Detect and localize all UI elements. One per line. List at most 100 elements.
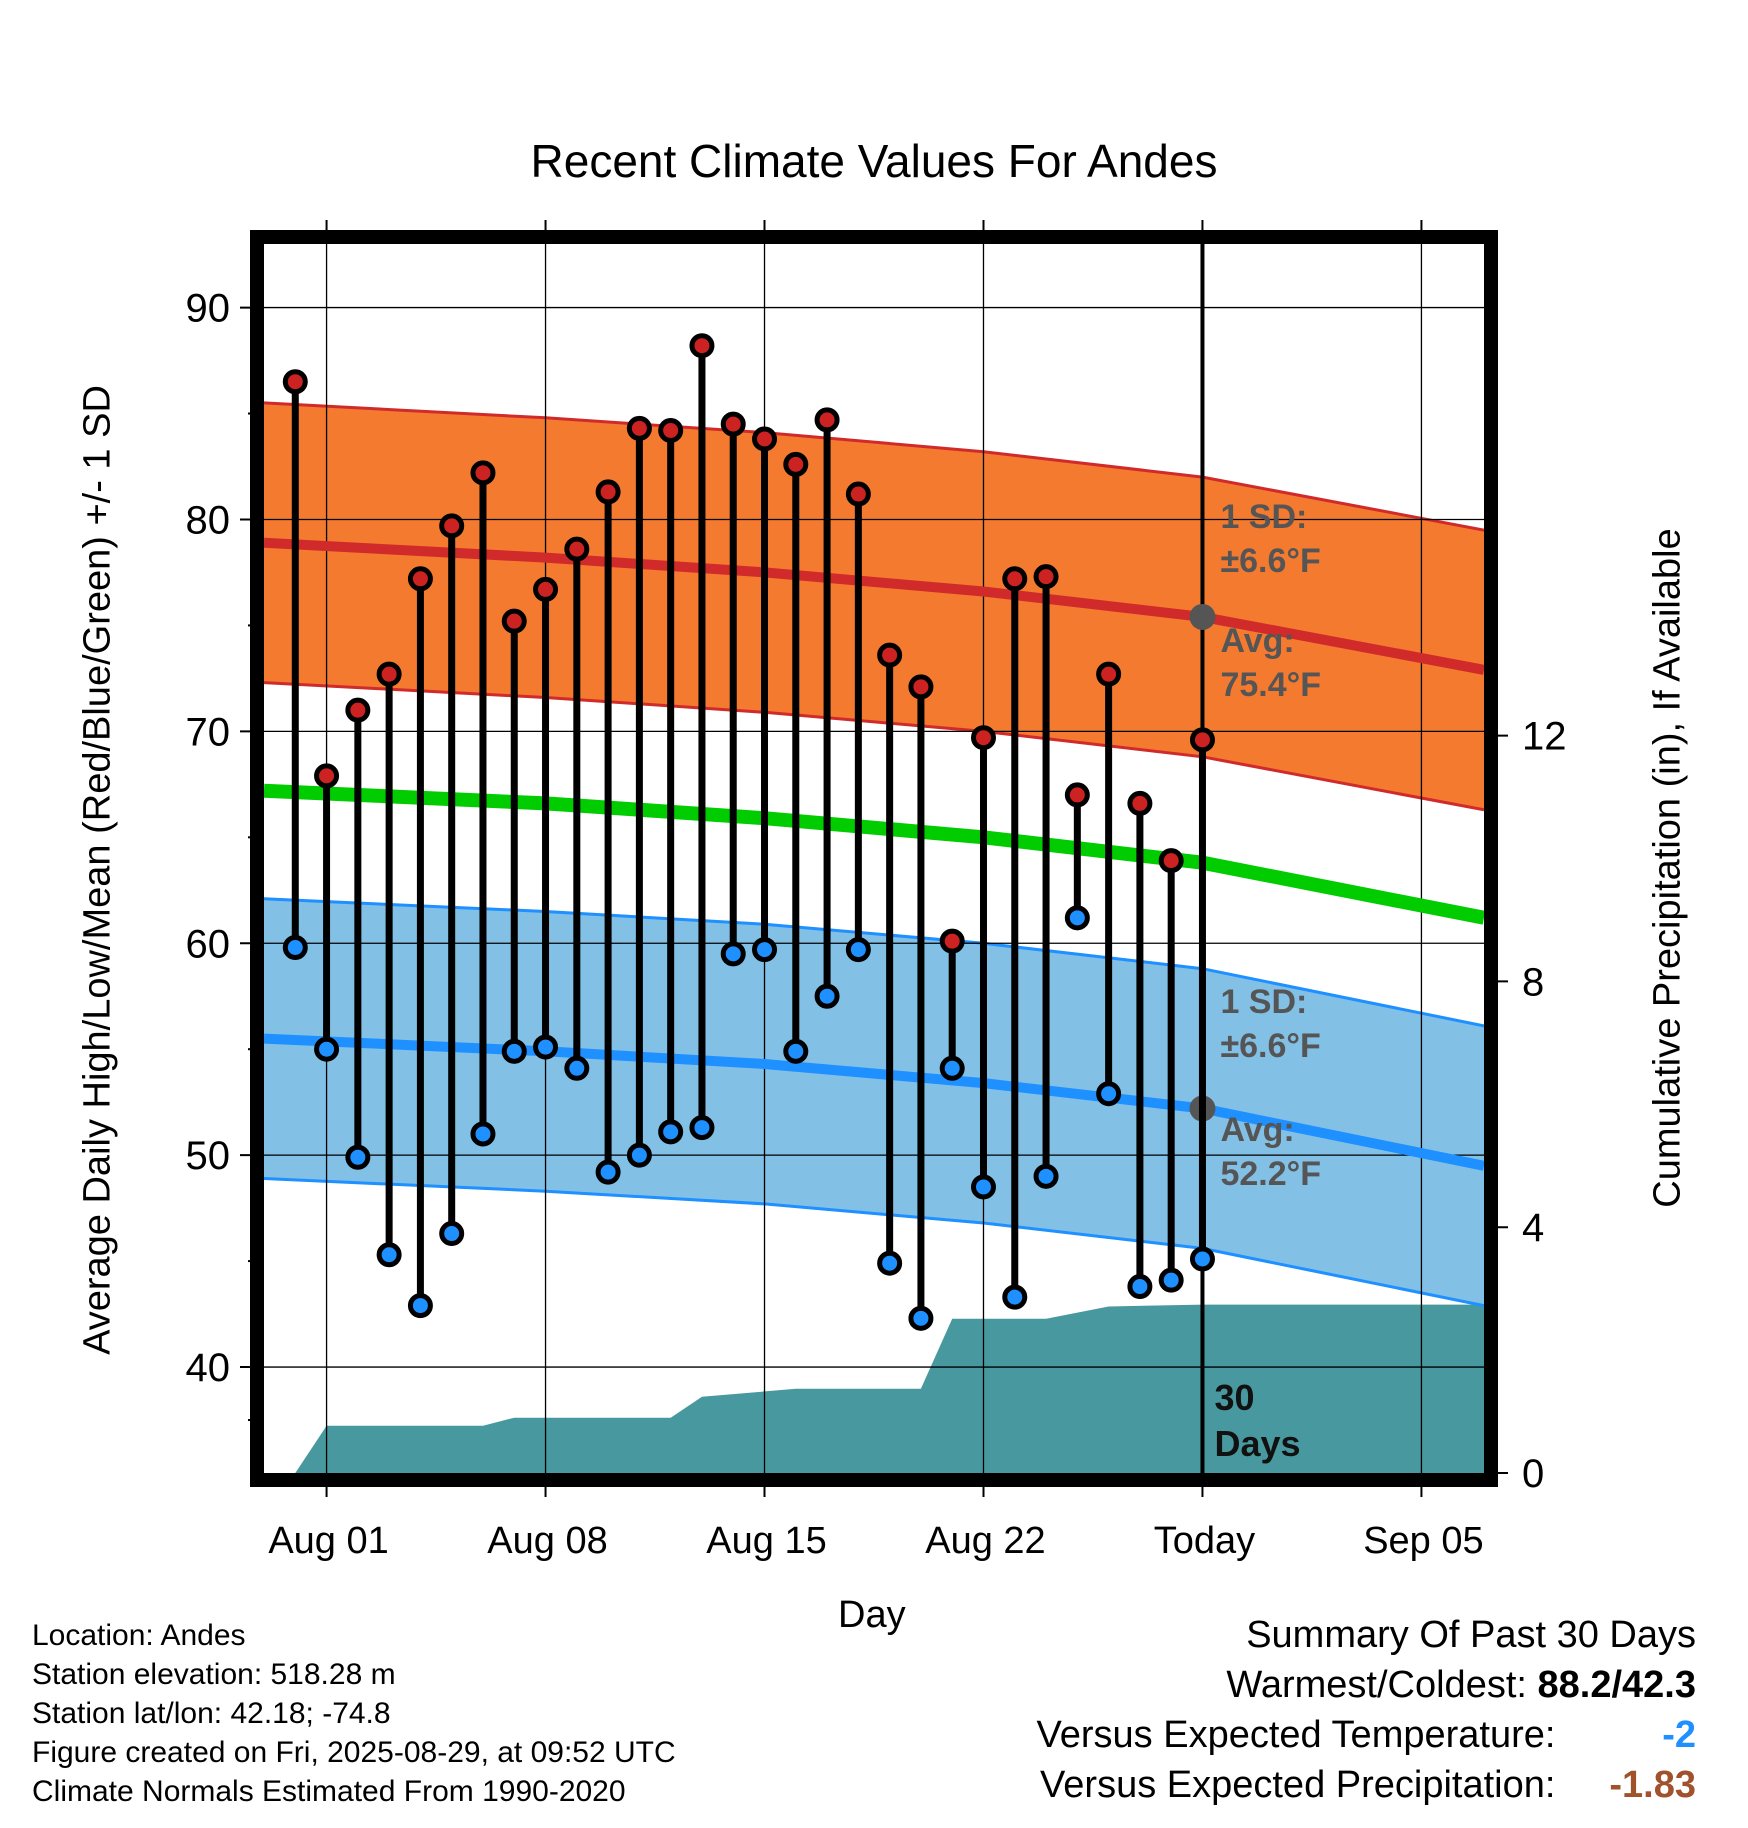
plot-area bbox=[264, 244, 1484, 1473]
daily-low-point bbox=[1033, 1163, 1059, 1189]
daily-high-point bbox=[533, 576, 559, 602]
daily-low-point bbox=[1189, 1246, 1215, 1272]
mean-normal-line bbox=[264, 783, 1484, 925]
plot-frame bbox=[250, 230, 1498, 1487]
summary-panel: Summary Of Past 30 Days Warmest/Coldest:… bbox=[1037, 1610, 1696, 1810]
precip-value: -1.83 bbox=[1609, 1764, 1696, 1806]
daily-high-point bbox=[689, 333, 715, 359]
daily-high-point bbox=[939, 928, 965, 954]
daily-high-point bbox=[626, 415, 652, 441]
daily-high-point bbox=[314, 763, 340, 789]
summary-warm-cold: Warmest/Coldest: 88.2/42.3 bbox=[1037, 1660, 1696, 1710]
daily-high-point bbox=[595, 479, 621, 505]
daily-high-point bbox=[282, 369, 308, 395]
daily-high-point bbox=[501, 608, 527, 634]
daily-high-point bbox=[877, 642, 903, 668]
daily-low-point bbox=[814, 983, 840, 1009]
daily-low-point bbox=[1158, 1267, 1184, 1293]
daily-low-point bbox=[752, 937, 778, 963]
x-tick-label: Aug 15 bbox=[706, 1520, 826, 1562]
low-sd-band bbox=[264, 898, 1484, 1306]
daily-high-point bbox=[1002, 566, 1028, 592]
y2-tick-label: 0 bbox=[1522, 1452, 1544, 1496]
high-avg-label: Avg: bbox=[1220, 622, 1294, 660]
daily-low-point bbox=[689, 1115, 715, 1141]
daily-low-point bbox=[314, 1036, 340, 1062]
y-axis-label: Average Daily High/Low/Mean (Red/Blue/Gr… bbox=[76, 385, 119, 1355]
warm-cold-label: Warmest/Coldest: bbox=[1226, 1664, 1527, 1706]
daily-low-point bbox=[376, 1242, 402, 1268]
y2-tick-label: 12 bbox=[1522, 715, 1567, 759]
precip-area bbox=[295, 1304, 1484, 1473]
low-sd-label: 1 SD: bbox=[1220, 983, 1307, 1021]
low-sd-band-lower-edge bbox=[264, 1177, 1484, 1308]
daily-high-point bbox=[908, 674, 934, 700]
daily-low-point bbox=[720, 941, 746, 967]
y2-axis-label: Cumulative Precipitation (in), If Availa… bbox=[1646, 528, 1689, 1208]
y-tick-label: 40 bbox=[186, 1346, 231, 1390]
daily-high-point bbox=[1096, 661, 1122, 687]
y2-tick-label: 8 bbox=[1522, 960, 1544, 1004]
location-text: Location: Andes bbox=[32, 1619, 246, 1652]
daily-high-point bbox=[439, 513, 465, 539]
high-sd-value: ±6.6°F bbox=[1220, 542, 1320, 580]
daily-low-point bbox=[595, 1159, 621, 1185]
days-unit-label: Days bbox=[1214, 1423, 1300, 1464]
low-avg-value: 52.2°F bbox=[1220, 1155, 1321, 1193]
daily-low-point bbox=[407, 1293, 433, 1319]
daily-high-point bbox=[564, 536, 590, 562]
daily-high-point bbox=[376, 661, 402, 687]
daily-high-point bbox=[720, 411, 746, 437]
daily-high-point bbox=[407, 566, 433, 592]
elevation-text: Station elevation: 518.28 m bbox=[32, 1658, 396, 1691]
high-sd-label: 1 SD: bbox=[1220, 498, 1307, 536]
daily-high-point bbox=[783, 451, 809, 477]
daily-high-point bbox=[1189, 727, 1215, 753]
daily-low-point bbox=[439, 1221, 465, 1247]
summary-precip: Versus Expected Precipitation: -1.83 bbox=[1037, 1760, 1696, 1810]
high-avg-value: 75.4°F bbox=[1220, 666, 1321, 704]
x-tick-label: Aug 08 bbox=[487, 1520, 607, 1562]
high-normal-line bbox=[264, 537, 1484, 675]
daily-high-point bbox=[1158, 848, 1184, 874]
daily-low-point bbox=[970, 1174, 996, 1200]
daily-low-point bbox=[1002, 1284, 1028, 1310]
low-avg-label: Avg: bbox=[1220, 1111, 1294, 1149]
daily-low-point bbox=[783, 1038, 809, 1064]
daily-low-point bbox=[564, 1055, 590, 1081]
high-sd-band-lower-edge bbox=[264, 681, 1484, 812]
daily-low-point bbox=[845, 937, 871, 963]
chart-title: Recent Climate Values For Andes bbox=[530, 135, 1218, 187]
daily-low-point bbox=[470, 1121, 496, 1147]
x-axis-label: Day bbox=[838, 1594, 906, 1636]
high-today-marker bbox=[1189, 603, 1216, 630]
days-count-label: 30 bbox=[1214, 1377, 1254, 1418]
daily-high-point bbox=[845, 481, 871, 507]
daily-high-point bbox=[470, 460, 496, 486]
daily-high-point bbox=[658, 417, 684, 443]
daily-low-point bbox=[877, 1250, 903, 1276]
daily-high-point bbox=[814, 407, 840, 433]
daily-high-point bbox=[752, 426, 778, 452]
temp-label: Versus Expected Temperature: bbox=[1036, 1714, 1556, 1756]
station-info: Location: Andes Station elevation: 518.2… bbox=[32, 1616, 676, 1811]
summary-heading: Summary Of Past 30 Days bbox=[1246, 1614, 1696, 1656]
daily-high-point bbox=[1064, 782, 1090, 808]
y2-tick-label: 4 bbox=[1522, 1206, 1544, 1250]
normals-text: Climate Normals Estimated From 1990-2020 bbox=[32, 1775, 626, 1808]
y-tick-label: 70 bbox=[186, 710, 231, 754]
low-normal-line bbox=[264, 1033, 1484, 1171]
high-sd-band bbox=[264, 402, 1484, 810]
daily-observations bbox=[282, 333, 1215, 1331]
daily-low-point bbox=[626, 1142, 652, 1168]
y-tick-label: 60 bbox=[186, 922, 231, 966]
daily-low-point bbox=[908, 1305, 934, 1331]
x-tick-label: Aug 01 bbox=[268, 1520, 388, 1562]
low-sd-value: ±6.6°F bbox=[1220, 1027, 1320, 1065]
daily-high-point bbox=[1033, 564, 1059, 590]
daily-low-point bbox=[1064, 905, 1090, 931]
created-text: Figure created on Fri, 2025-08-29, at 09… bbox=[32, 1736, 676, 1769]
low-sd-band-upper-edge bbox=[264, 897, 1484, 1028]
daily-low-point bbox=[1127, 1274, 1153, 1300]
